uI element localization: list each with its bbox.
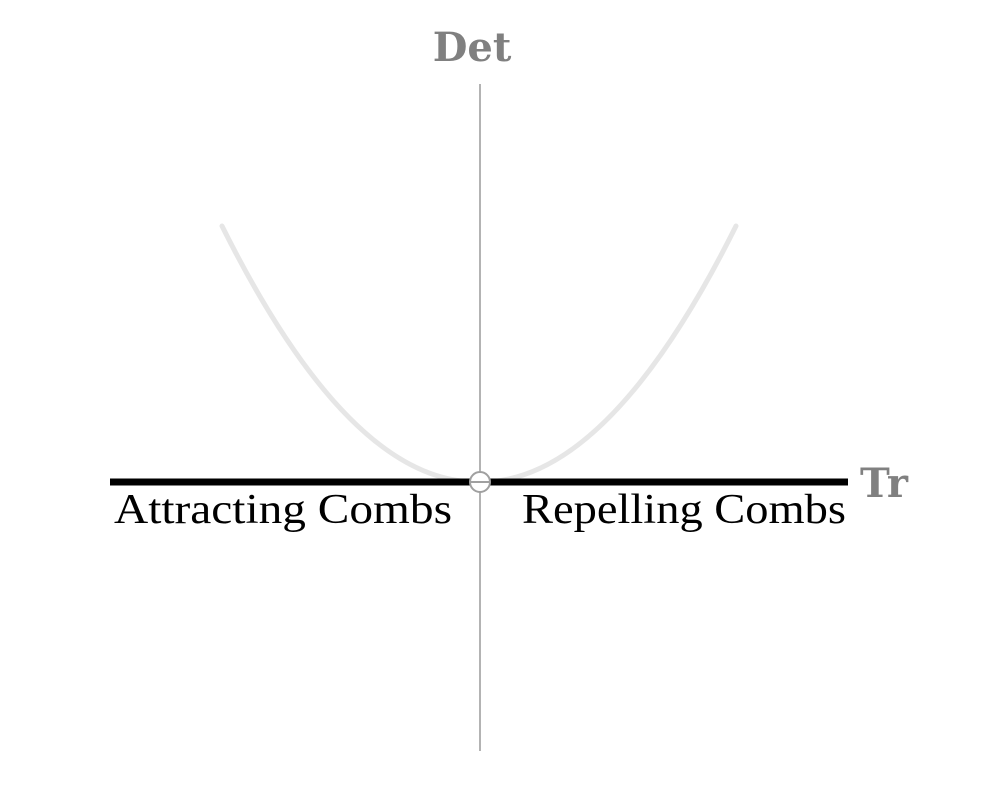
tr-axis-label: Tr	[860, 460, 909, 507]
attracting-combs-label: Attracting Combs	[114, 487, 452, 533]
repelling-combs-label: Repelling Combs	[522, 487, 846, 533]
det-axis-label: Det	[433, 24, 512, 71]
